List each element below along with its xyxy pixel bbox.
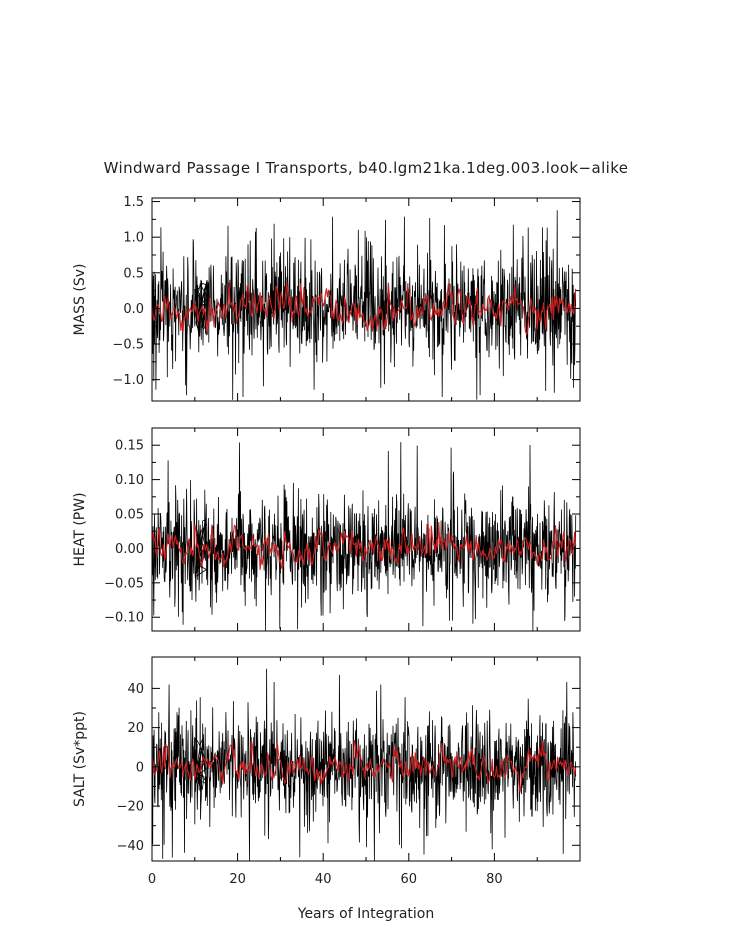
mass-y-tick-label: 0.5 <box>123 266 144 281</box>
x-tick-label: 40 <box>315 872 332 887</box>
heat-y-axis-title: HEAT (PW) <box>72 492 88 566</box>
heat-y-tick-label: 0.10 <box>115 473 144 488</box>
heat-y-tick-label: 0.00 <box>115 542 144 557</box>
salt-y-tick-label: 40 <box>127 682 144 697</box>
heat-raw-series-line <box>152 442 577 631</box>
salt-y-tick-label: −40 <box>117 839 144 854</box>
heat-panel: 0.15 0.10 0.05 0.00 −0.05 −0.10 HEAT (PW) <box>72 427 581 632</box>
mass-y-tick-label: 1.5 <box>123 195 144 210</box>
salt-panel: 40 20 0 −20 −40 SALT (Sv*ppt) 0 20 40 60 80 <box>72 656 581 887</box>
heat-y-tick-label: −0.05 <box>104 576 144 591</box>
mass-smoothed-series-line <box>152 282 577 336</box>
mass-panel: 1.5 1.0 0.5 0.0 −0.5 −1.0 MASS (Sv) <box>72 195 581 402</box>
mass-y-tick-label: 1.0 <box>123 231 144 246</box>
chart-title: Windward Passage I Transports, b40.lgm21… <box>104 159 629 177</box>
heat-smoothed-series-line <box>152 521 577 571</box>
heat-y-tick-label: 0.05 <box>115 508 144 523</box>
mass-overlap-segment <box>194 279 208 337</box>
x-tick-label: 60 <box>401 872 418 887</box>
x-tick-label: 0 <box>148 872 156 887</box>
salt-raw-series-line <box>152 668 577 861</box>
salt-smoothed-series-line <box>152 739 577 793</box>
x-tick-label: 80 <box>486 872 503 887</box>
heat-y-tick-label: −0.10 <box>104 611 144 626</box>
salt-y-axis-title: SALT (Sv*ppt) <box>72 711 88 807</box>
mass-y-tick-label: −0.5 <box>112 338 144 353</box>
mass-y-axis-title: MASS (Sv) <box>72 264 88 336</box>
mass-y-tick-label: −1.0 <box>112 373 144 388</box>
mass-y-tick-label: 0.0 <box>123 302 144 317</box>
salt-y-tick-label: 20 <box>127 721 144 736</box>
salt-y-tick-label: −20 <box>117 800 144 815</box>
x-tick-label: 20 <box>229 872 246 887</box>
salt-y-tick-label: 0 <box>136 760 144 775</box>
x-axis-title: Years of Integration <box>297 906 434 922</box>
mass-raw-series-line <box>152 210 577 400</box>
heat-y-tick-label: 0.15 <box>115 439 144 454</box>
